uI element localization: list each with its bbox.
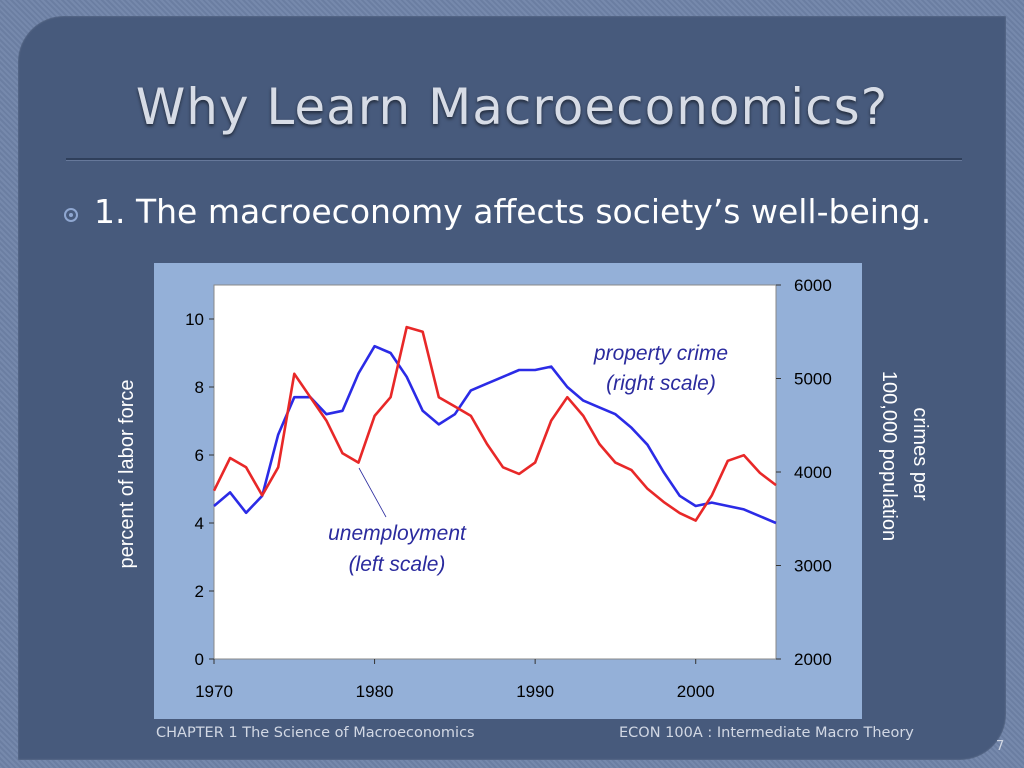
unemployment-leader-line xyxy=(358,467,387,518)
left-axis-tick-label: 6 xyxy=(195,446,204,465)
plot-area xyxy=(213,284,777,660)
unemployment-label: unemployment xyxy=(328,522,467,545)
slide-title: Why Learn Macroeconomics? xyxy=(135,78,889,136)
property-crime-scale-label: (right scale) xyxy=(606,372,716,395)
unemployment-series-line xyxy=(213,344,777,525)
right-axis-tick-label: 3000 xyxy=(794,557,832,576)
left-axis-label: percent of labor force xyxy=(116,380,138,569)
right-axis-label-line2: 100,000 population xyxy=(878,371,900,541)
right-axis-tick-label: 5000 xyxy=(794,370,832,389)
bullet-icon xyxy=(64,208,78,222)
footer-chapter: CHAPTER 1 The Science of Macroeconomics xyxy=(156,725,475,741)
left-axis-tick-label: 0 xyxy=(195,650,204,669)
right-axis-tick-label: 6000 xyxy=(794,276,832,295)
unemployment-scale-label: (left scale) xyxy=(349,553,446,576)
footer-course: ECON 100A : Intermediate Macro Theory xyxy=(619,725,914,741)
x-axis-tick-label: 1990 xyxy=(516,682,554,701)
x-axis-tick-label: 1980 xyxy=(356,682,394,701)
right-axis-label-line1: crimes per xyxy=(909,407,931,501)
bullet-text: 1. The macroeconomy affects society’s we… xyxy=(94,192,932,231)
property-crime-series-line xyxy=(212,325,777,522)
left-axis-tick-label: 4 xyxy=(195,514,204,533)
left-axis-tick-label: 10 xyxy=(185,310,204,329)
right-axis-tick-label: 4000 xyxy=(794,463,832,482)
right-axis-tick-label: 2000 xyxy=(794,650,832,669)
left-axis-tick-label: 8 xyxy=(195,378,204,397)
x-axis-tick-label: 1970 xyxy=(195,682,233,701)
title-divider xyxy=(66,158,962,161)
page-number: 7 xyxy=(996,739,1005,754)
left-axis-tick-label: 2 xyxy=(195,582,204,601)
property-crime-label: property crime xyxy=(593,342,728,365)
x-axis-tick-label: 2000 xyxy=(677,682,715,701)
